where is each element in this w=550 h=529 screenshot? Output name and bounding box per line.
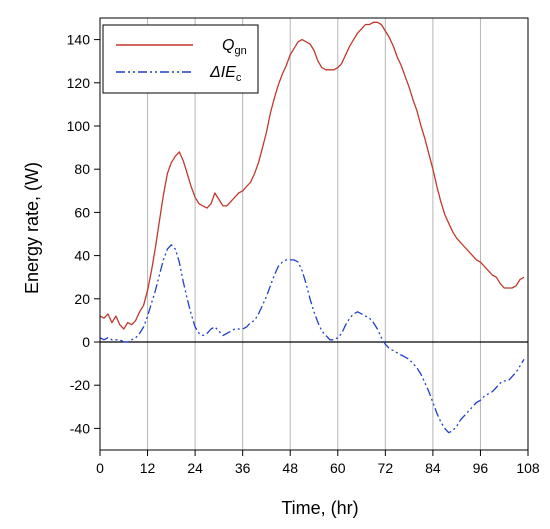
x-tick-label-0: 0	[96, 460, 104, 476]
y-tick-label--20: -20	[70, 377, 90, 393]
legend-label-q-gn: Qgn	[222, 37, 247, 57]
x-axis-label: Time, (hr)	[281, 498, 358, 518]
plot-frame	[99, 17, 529, 451]
x-tick-label-48: 48	[282, 460, 298, 476]
legend-label-delta-ie-c: ΔIEc	[209, 64, 242, 84]
x-tick-label-72: 72	[378, 460, 394, 476]
x-tick-label-36: 36	[235, 460, 251, 476]
y-tick-label-20: 20	[74, 291, 90, 307]
y-axis-label: Energy rate, (W)	[22, 162, 42, 294]
y-tick-label-0: 0	[82, 334, 90, 350]
x-axis: 0 12 24 36 48 60 72 84 96 108	[96, 450, 540, 476]
x-tick-label-108: 108	[516, 460, 540, 476]
series-line-1	[99, 244, 525, 434]
y-tick-label--40: -40	[70, 420, 90, 436]
y-tick-label-100: 100	[67, 118, 91, 134]
x-tick-label-84: 84	[425, 460, 441, 476]
y-tick-label-80: 80	[74, 161, 90, 177]
x-tick-label-24: 24	[187, 460, 203, 476]
legend: Qgn ΔIEc	[102, 24, 259, 94]
y-tick-label-140: 140	[67, 32, 91, 48]
x-tick-label-60: 60	[330, 460, 346, 476]
y-axis: -40 -20 0 20 40 60 80 100 120 140	[67, 32, 100, 436]
y-tick-label-60: 60	[74, 204, 90, 220]
x-tick-label-12: 12	[140, 460, 156, 476]
x-tick-label-96: 96	[473, 460, 489, 476]
series-layer	[99, 21, 525, 434]
y-tick-label-40: 40	[74, 248, 90, 264]
y-tick-label-120: 120	[67, 75, 91, 91]
legend-box	[102, 24, 259, 94]
series-line-0	[99, 21, 525, 330]
